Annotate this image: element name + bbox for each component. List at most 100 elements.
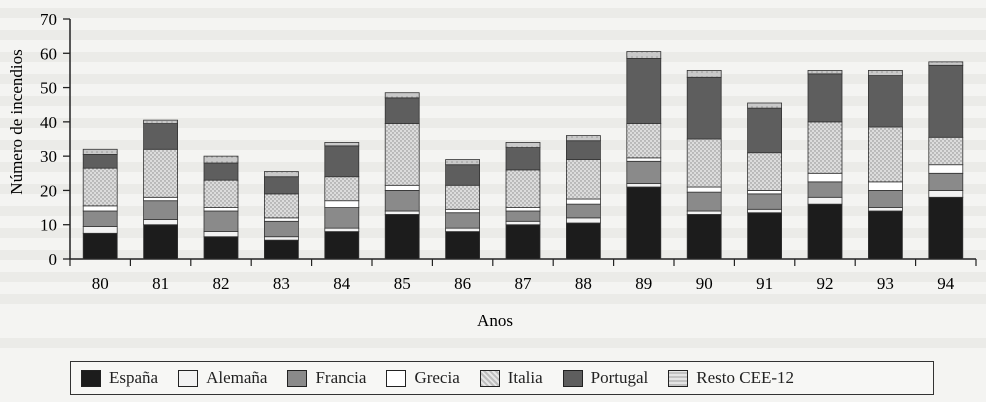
- bar-segment-grecia-83: [263, 217, 299, 222]
- bar-segment-resto-cee-12-94: [928, 61, 964, 66]
- x-axis-label: Anos: [477, 311, 513, 330]
- legend-swatch: [386, 369, 407, 387]
- bar-segment-italia-89: [626, 123, 662, 159]
- legend-item-francia: Francia: [287, 368, 366, 388]
- bar-segment-francia-81: [143, 200, 179, 220]
- bar-segment-francia-82: [203, 210, 239, 232]
- bar-segment-españa-92: [807, 203, 843, 260]
- y-tick-label: 70: [40, 10, 57, 29]
- bar-segment-alemaña-88: [566, 217, 601, 224]
- y-tick-label: 50: [40, 79, 57, 98]
- x-tick-label: 86: [454, 274, 471, 293]
- bar-segment-resto-cee-12-80: [82, 148, 118, 155]
- y-tick-label: 20: [40, 181, 57, 200]
- legend-swatch: [287, 369, 308, 387]
- bar-segment-españa-85: [384, 214, 420, 260]
- bar-segment-grecia-94: [928, 164, 964, 174]
- bar-segment-francia-84: [324, 207, 360, 229]
- axes: 0 10 20 30 40 50 60 70 80 81 82 83 84 85 86 87 88 89 90 91 9…: [40, 10, 977, 293]
- bar-segment-españa-90: [686, 214, 722, 260]
- bar-segment-portugal-93: [868, 75, 903, 128]
- y-tick-label: 0: [49, 250, 58, 269]
- bar-segment-portugal-84: [324, 145, 360, 178]
- bar-segment-italia-91: [747, 152, 782, 191]
- x-tick-label: 84: [333, 274, 351, 293]
- bar-segment-francia-91: [747, 193, 782, 210]
- bar-segment-francia-86: [445, 212, 481, 229]
- y-tick-label: 60: [40, 44, 57, 63]
- legend-item-italia: Italia: [479, 368, 543, 388]
- legend-item-resto-cee-12: Resto CEE-12: [668, 368, 794, 388]
- x-tick-label: 82: [213, 274, 230, 293]
- x-tick-label: 93: [877, 274, 894, 293]
- legend-item-portugal: Portugal: [562, 368, 649, 388]
- legend-item-grecia: Grecia: [386, 368, 460, 388]
- bar-segment-francia-92: [807, 181, 843, 198]
- bar-segment-españa-86: [445, 231, 481, 260]
- bar-segment-francia-87: [505, 210, 541, 222]
- legend-swatch: [562, 369, 583, 387]
- legend-swatch: [81, 369, 101, 387]
- bar-segment-francia-83: [263, 220, 299, 238]
- bar-segment-grecia-80: [82, 205, 118, 212]
- legend-item-alemaña: Alemaña: [178, 368, 267, 388]
- bar-segment-grecia-86: [445, 208, 481, 214]
- bar-segment-resto-cee-12-90: [686, 70, 722, 78]
- legend-label: Portugal: [590, 368, 649, 387]
- bar-segment-alemaña-82: [203, 231, 239, 238]
- x-tick-label: 88: [575, 274, 592, 293]
- bar-segment-italia-86: [445, 184, 481, 210]
- bar-segment-alemaña-83: [263, 236, 299, 241]
- bar-segment-italia-92: [807, 121, 843, 174]
- bar-segment-alemaña-91: [747, 208, 782, 214]
- bar-segment-italia-81: [143, 148, 179, 198]
- bar-segment-españa-87: [505, 224, 541, 260]
- bar-segment-italia-82: [203, 179, 239, 208]
- bar-segment-grecia-92: [807, 172, 843, 183]
- bar-segment-italia-80: [82, 167, 118, 207]
- bar-segment-portugal-94: [928, 64, 964, 138]
- bar-segment-francia-88: [566, 203, 601, 219]
- bar-segment-portugal-91: [747, 107, 782, 154]
- bar-segment-grecia-85: [384, 184, 420, 191]
- bar-segment-alemaña-84: [324, 227, 360, 232]
- bar-segment-alemaña-94: [928, 190, 964, 198]
- bar-segment-grecia-88: [566, 198, 601, 205]
- x-tick-label: 87: [515, 274, 533, 293]
- bar-segment-alemaña-86: [445, 227, 481, 232]
- bar-segment-francia-94: [928, 172, 964, 191]
- bar-segment-italia-85: [384, 123, 420, 186]
- x-tick-label: 92: [817, 274, 834, 293]
- bar-segment-resto-cee-12-82: [203, 155, 239, 164]
- x-tick-label: 94: [937, 274, 955, 293]
- legend-item-españa: España: [81, 368, 158, 388]
- bar-segment-grecia-81: [143, 196, 179, 202]
- bar-segment-grecia-91: [747, 190, 782, 195]
- bar-segment-resto-cee-12-81: [143, 119, 179, 124]
- bar-segment-italia-88: [566, 159, 601, 200]
- x-tick-label: 81: [152, 274, 169, 293]
- bar-segment-españa-93: [868, 210, 903, 260]
- bar-segment-francia-93: [868, 190, 903, 208]
- bar-segment-grecia-87: [505, 207, 541, 212]
- bar-segment-resto-cee-12-93: [868, 70, 903, 76]
- bar-segment-francia-89: [626, 160, 662, 184]
- y-axis-label: Número de incendios: [7, 49, 26, 194]
- bar-segment-españa-94: [928, 196, 964, 260]
- x-tick-label: 83: [273, 274, 290, 293]
- bar-segment-italia-83: [263, 193, 299, 219]
- bar-segment-italia-87: [505, 169, 541, 208]
- legend-label: Grecia: [414, 368, 460, 387]
- legend: España Alemaña Francia Grecia Italia Portugal…: [70, 361, 934, 395]
- bar-segment-alemaña-90: [686, 210, 722, 215]
- legend-label: Alemaña: [206, 368, 268, 387]
- bar-segment-alemaña-85: [384, 210, 420, 215]
- bar-segment-francia-80: [82, 210, 118, 227]
- bar-segment-resto-cee-12-87: [505, 142, 541, 148]
- bar-segment-españa-83: [263, 239, 299, 260]
- bar-segment-portugal-80: [82, 154, 118, 169]
- legend-label: España: [109, 368, 159, 387]
- y-tick-label: 40: [40, 113, 57, 132]
- bar-segment-españa-91: [747, 212, 782, 260]
